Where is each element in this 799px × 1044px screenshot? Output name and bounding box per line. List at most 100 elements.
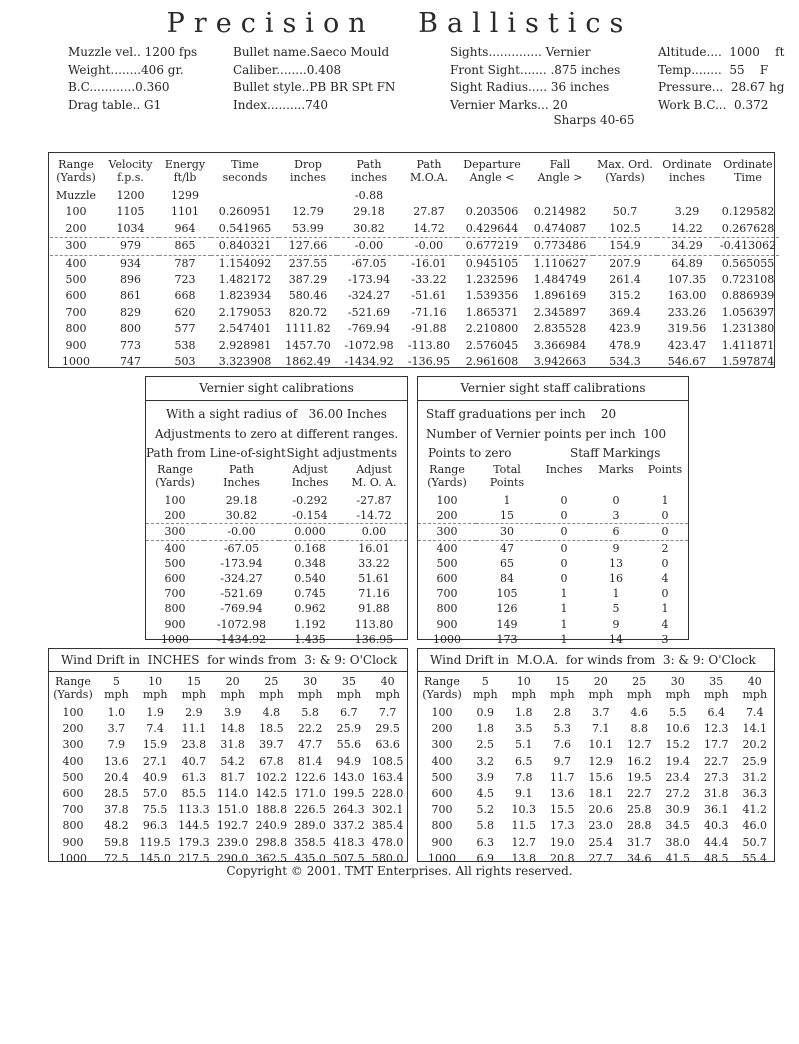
cell: 15.9 bbox=[142, 738, 168, 752]
column-header: 30 mph bbox=[665, 675, 691, 701]
cell: 226.5 bbox=[294, 803, 326, 817]
sight-info-column: Sights.............. Vernier Front Sight.… bbox=[450, 44, 620, 114]
cell: 192.7 bbox=[216, 819, 249, 833]
cell: -324.27 bbox=[220, 572, 263, 586]
table-row: 1000 747 503 3.323908 1862.49 -1434.92 -136.95… bbox=[50, 354, 779, 370]
cell: 11.1 bbox=[181, 722, 207, 736]
staff-calibration-panel: Vernier sight staff calibrations Staff g… bbox=[417, 376, 689, 646]
cell: 17.3 bbox=[550, 819, 575, 833]
table-row: 800 -769.94 0.962 91.88 bbox=[146, 601, 407, 616]
cell: 28.8 bbox=[627, 819, 652, 833]
cell: 94.9 bbox=[336, 754, 362, 768]
column-header: 20 mph bbox=[588, 675, 614, 701]
cell: 25.9 bbox=[336, 722, 362, 736]
cell: 37.8 bbox=[104, 803, 129, 817]
cell: 5.3 bbox=[553, 722, 572, 736]
cell: 20.4 bbox=[104, 770, 129, 784]
cell: 500 bbox=[436, 556, 458, 570]
cell: 171.0 bbox=[294, 787, 326, 801]
cell: 0.945105 bbox=[465, 256, 519, 270]
cell: 31.8 bbox=[220, 738, 245, 752]
cell: 0.962 bbox=[294, 602, 326, 616]
info-line: B.C............0.360 bbox=[68, 80, 170, 94]
cell: 143.0 bbox=[333, 770, 365, 784]
cell: 5.1 bbox=[515, 738, 533, 752]
staff-group-markings: Staff Markings bbox=[570, 446, 661, 460]
table-row: 700 -521.69 0.745 71.16 bbox=[146, 586, 407, 601]
cell: 0.00 bbox=[341, 523, 407, 541]
table-row: 200 15 0 3 0 bbox=[418, 508, 688, 524]
cell: 300 bbox=[50, 237, 102, 256]
cell: -0.00 bbox=[204, 523, 279, 541]
cell: 900 bbox=[65, 338, 87, 352]
cell: 113.80 bbox=[354, 617, 394, 631]
cell: 800 bbox=[65, 322, 87, 336]
cell: 163.00 bbox=[667, 289, 707, 303]
cell: 800 bbox=[431, 819, 453, 833]
cell: 3.366984 bbox=[533, 338, 587, 352]
cell: -16.01 bbox=[411, 256, 447, 270]
cell: 75.5 bbox=[142, 803, 168, 817]
table-row: 900 6.3 12.7 19.0 25.4 31.7 38.0 44.4 50.7 bbox=[418, 835, 774, 851]
table-row: 400 47 0 9 2 bbox=[418, 540, 688, 556]
cell: 1.865371 bbox=[465, 305, 519, 319]
cell: 2.210800 bbox=[465, 322, 519, 336]
cell: 23.4 bbox=[665, 770, 691, 784]
cell: 11.5 bbox=[511, 819, 537, 833]
cell: 12.79 bbox=[292, 205, 324, 219]
cell: 31.2 bbox=[742, 770, 768, 784]
cell: 1000 bbox=[62, 355, 90, 369]
cell: 3.9 bbox=[223, 706, 242, 719]
cell: 3.7 bbox=[107, 722, 126, 736]
table-row: 300 30 0 6 0 bbox=[418, 523, 688, 541]
cell: 0.474087 bbox=[533, 221, 587, 235]
column-header: 30 mph bbox=[297, 675, 323, 701]
info-line: Sights.............. Vernier bbox=[450, 45, 591, 59]
cell: 1 bbox=[612, 587, 620, 601]
cell: 6.4 bbox=[707, 706, 726, 719]
cell: 33.22 bbox=[358, 556, 390, 570]
info-line: Muzzle vel.. 1200 fps bbox=[68, 45, 198, 59]
table-row: 800 126 1 5 1 bbox=[418, 601, 688, 616]
cell: 13.6 bbox=[550, 787, 575, 801]
cell: 8.8 bbox=[630, 722, 649, 736]
cell: 900 bbox=[431, 835, 453, 849]
column-header: 35 mph bbox=[703, 675, 729, 701]
cell: 11.7 bbox=[550, 770, 575, 784]
cell: 16.01 bbox=[358, 541, 390, 555]
cell: -1434.92 bbox=[344, 355, 394, 369]
cell: -51.61 bbox=[411, 289, 447, 303]
cell: 0.9 bbox=[476, 706, 495, 719]
cell: 0.565055 bbox=[721, 256, 775, 270]
column-header: Path Inches bbox=[223, 463, 260, 489]
cell: 1000 bbox=[428, 851, 456, 865]
cell: 0.541965 bbox=[218, 221, 272, 235]
cell: 1101 bbox=[171, 205, 199, 219]
cell: 3.942663 bbox=[533, 355, 587, 369]
cell: 865 bbox=[159, 237, 211, 256]
table-row: 900 773 538 2.928981 1457.70 -1072.98 -113.80 2… bbox=[50, 338, 779, 354]
cell: 3.29 bbox=[674, 205, 700, 219]
info-line: Vernier Marks... 20 bbox=[450, 97, 568, 112]
cell: 700 bbox=[436, 587, 458, 601]
cell: 29.18 bbox=[353, 205, 385, 219]
cell bbox=[457, 188, 527, 204]
cell: 200 bbox=[431, 722, 453, 736]
cell: 0 bbox=[612, 494, 620, 507]
cell: 71.16 bbox=[358, 587, 390, 601]
cell: 5 bbox=[612, 602, 620, 616]
cell: 200 bbox=[65, 221, 87, 235]
cell: 14.8 bbox=[220, 722, 245, 736]
cell: 0.203506 bbox=[465, 205, 519, 219]
cell: 1 bbox=[560, 632, 568, 646]
table-row: 500 896 723 1.482172 387.29 -173.94 -33.22 1.23… bbox=[50, 272, 779, 288]
table-row: 600 861 668 1.823934 580.46 -324.27 -51.61 1.53… bbox=[50, 288, 779, 304]
cell: 0 bbox=[642, 523, 688, 541]
cell: 12.7 bbox=[627, 738, 652, 752]
table-row: 200 1.8 3.5 5.3 7.1 8.8 10.6 12.3 14.1 bbox=[418, 721, 774, 737]
cell: -67.05 bbox=[223, 541, 260, 555]
cell: 0 bbox=[661, 509, 669, 523]
wind-moa-title: Wind Drift in M.O.A. for winds from 3: &… bbox=[418, 649, 774, 672]
cell: 122.6 bbox=[294, 770, 326, 784]
info-line: Caliber........0.408 bbox=[233, 62, 342, 77]
